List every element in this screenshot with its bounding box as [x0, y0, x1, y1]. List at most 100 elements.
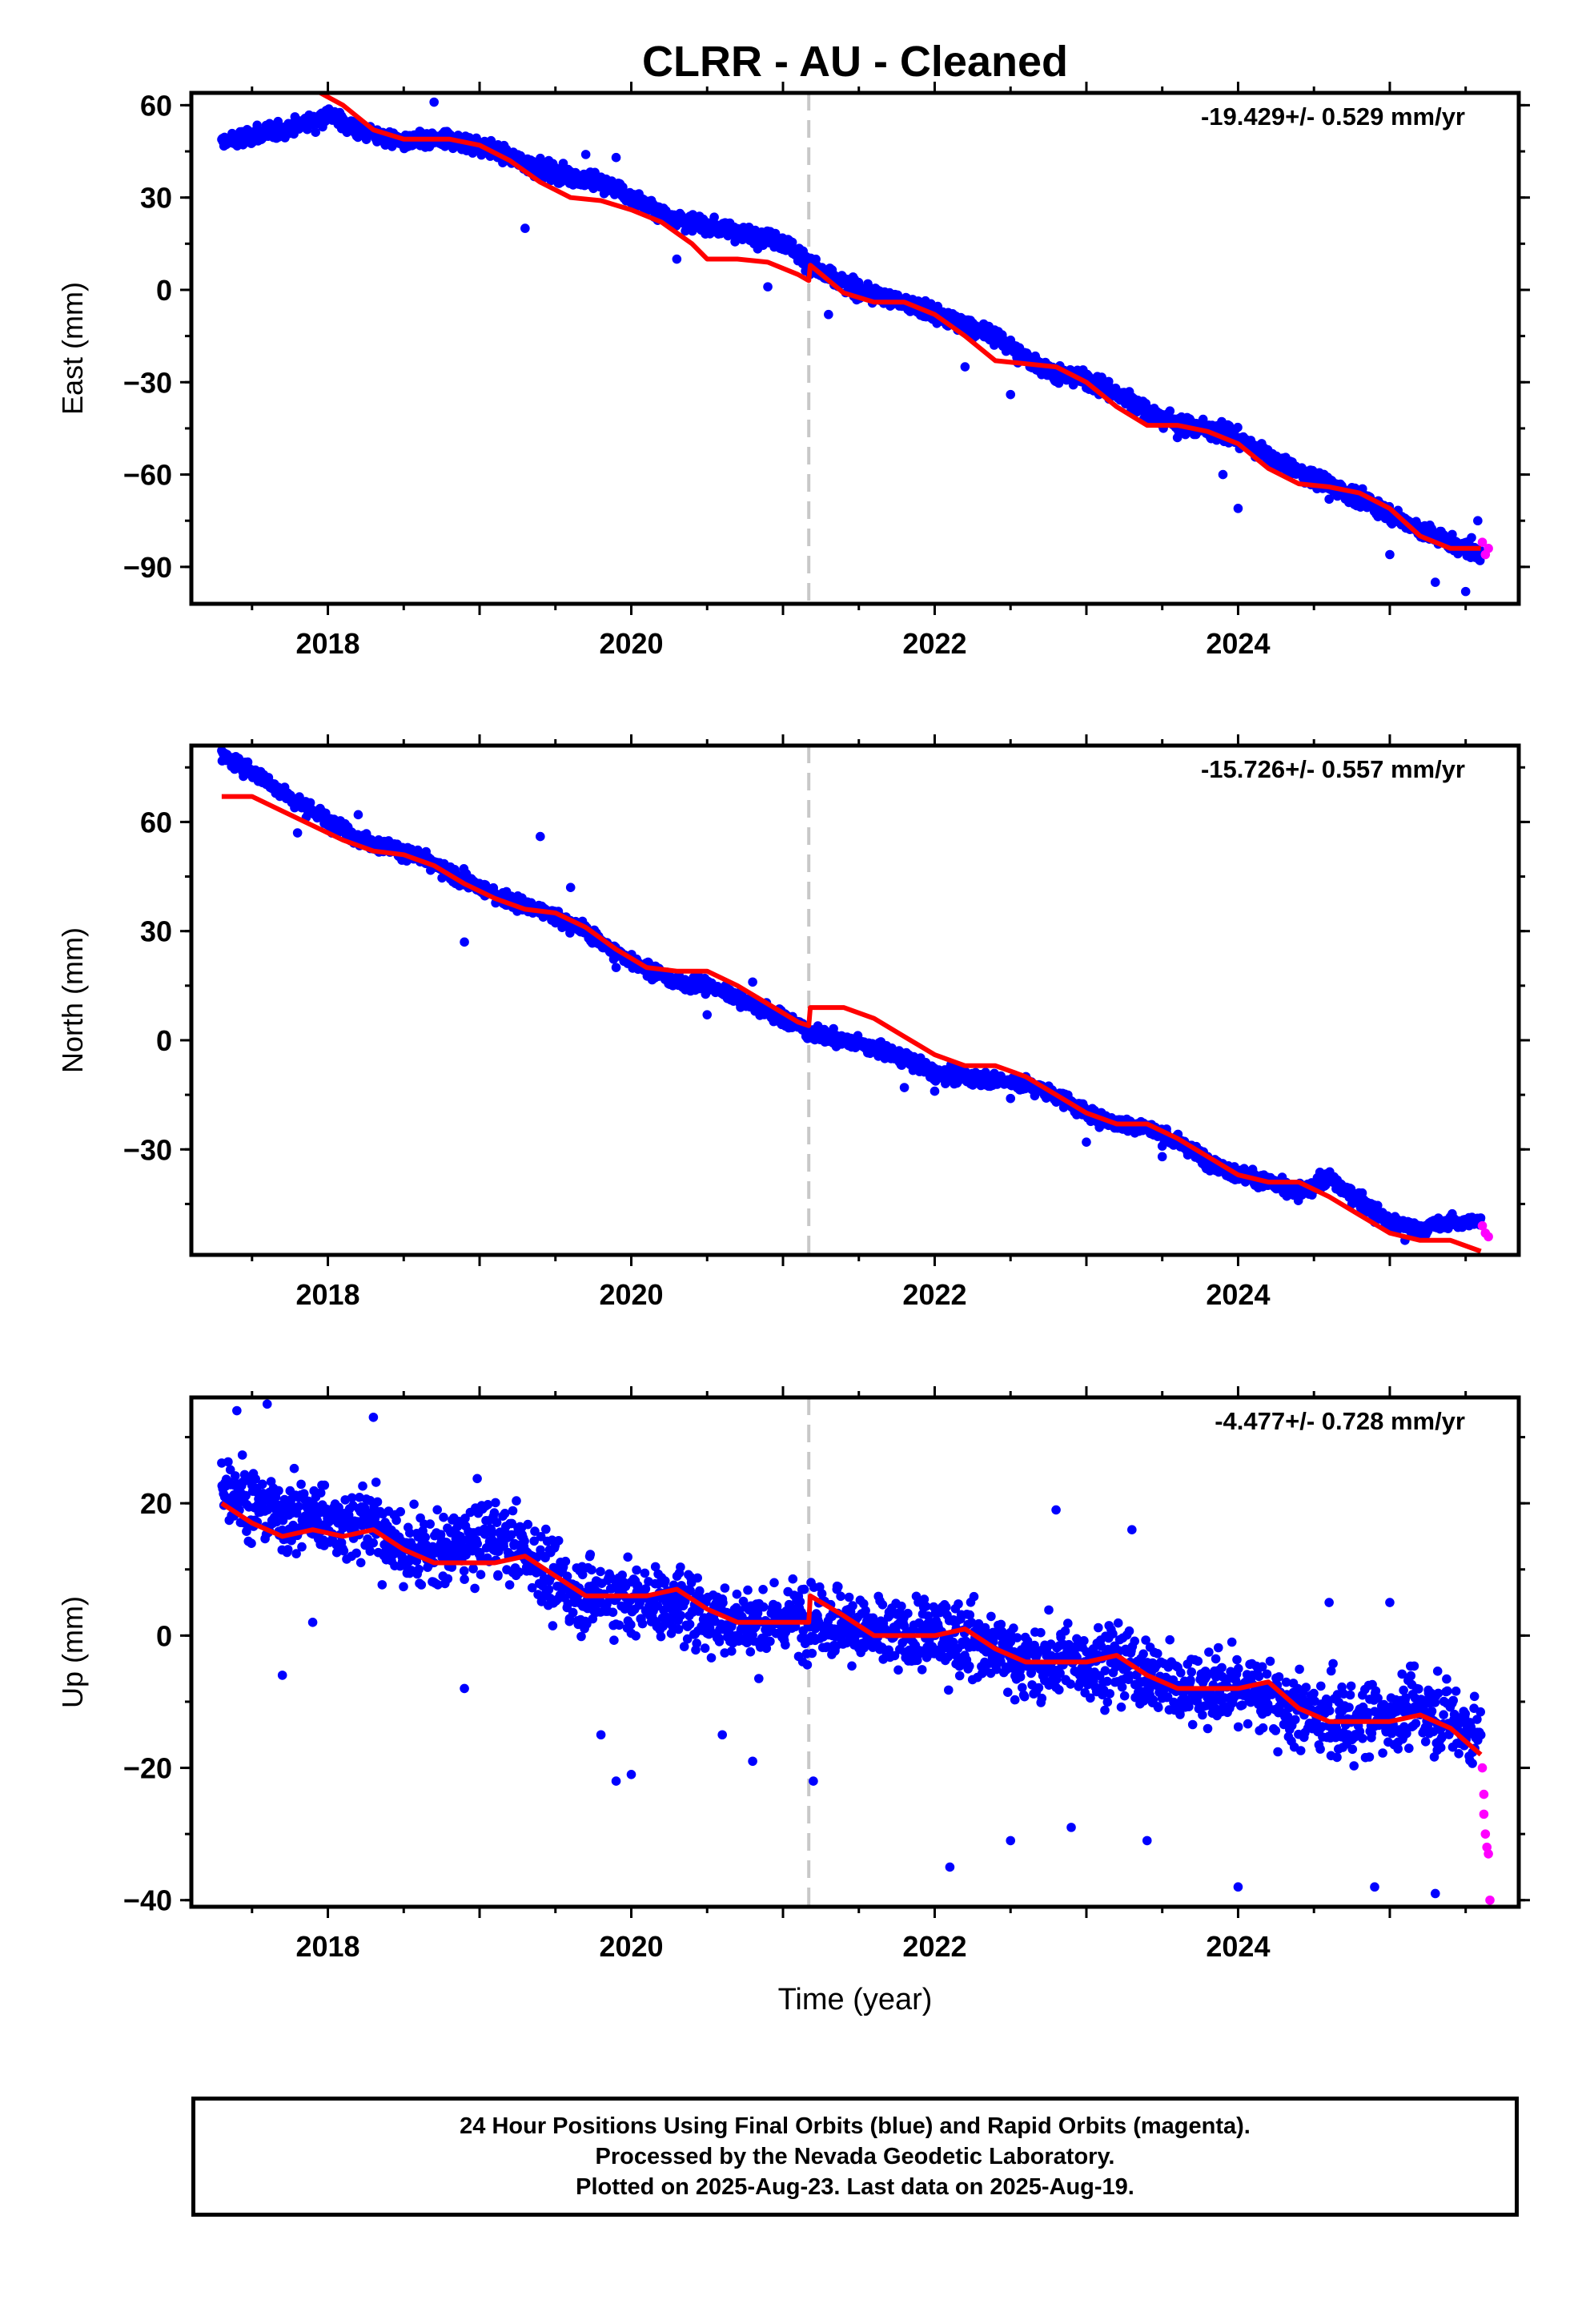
rapid-orbit-point [1484, 544, 1493, 553]
final-orbit-point [1233, 422, 1243, 432]
outlier-point [960, 362, 970, 372]
outlier-point [1218, 469, 1228, 480]
outlier-point [1385, 549, 1395, 560]
plot-frame [189, 743, 1521, 1257]
rapid-orbit-point [1484, 1232, 1493, 1242]
y-tick-label: 30 [140, 915, 172, 948]
x-tick-label: 2018 [295, 1278, 359, 1311]
x-tick-label: 2018 [295, 627, 359, 660]
outlier-point [1233, 504, 1243, 513]
final-orbit-point [296, 1479, 306, 1490]
rate-annotation: -15.726+/- 0.557 mm/yr [1201, 755, 1465, 783]
outlier-point [611, 963, 621, 972]
points-up [217, 1399, 1495, 1905]
chart-title: CLRR - AU - Cleaned [642, 38, 1068, 86]
rapid-orbit-point [1477, 1220, 1488, 1231]
y-axis-label: East (mm) [56, 282, 89, 415]
outlier-point [930, 1086, 940, 1096]
final-orbit-point [391, 1515, 401, 1526]
model-line [319, 93, 1481, 551]
x-tick-label: 2020 [599, 627, 663, 660]
final-orbit-point [297, 1542, 307, 1552]
final-orbit-point [355, 1558, 366, 1568]
final-orbit-point [289, 1463, 299, 1474]
outlier-point [565, 883, 576, 892]
y-tick-label: 0 [156, 274, 172, 307]
y-tick-label: 60 [140, 806, 172, 838]
outlier-point [1006, 1093, 1016, 1104]
y-tick-label: 30 [140, 182, 172, 215]
outlier-point [429, 97, 439, 107]
final-orbit-point [283, 1545, 293, 1554]
outlier-point [869, 1046, 879, 1056]
model-line [221, 794, 1482, 1254]
x-tick-label: 2022 [902, 1278, 966, 1311]
final-orbit-point [709, 212, 719, 223]
points-north [217, 746, 1493, 1254]
y-tick-label: −30 [123, 366, 172, 399]
final-orbit-point [1104, 376, 1114, 387]
final-orbit-point [223, 1457, 233, 1467]
final-orbit-point [787, 237, 797, 247]
final-orbit-point [432, 1505, 442, 1515]
x-tick-label: 2020 [599, 1278, 663, 1311]
outlier-point [1157, 1152, 1167, 1162]
final-orbit-point [358, 1481, 367, 1491]
final-orbit-point [1165, 406, 1175, 416]
final-orbit-point [409, 1499, 419, 1510]
final-orbit-point [274, 1486, 283, 1496]
final-orbit-point [368, 1538, 379, 1548]
final-orbit-point [414, 1564, 424, 1574]
outlier-point [899, 1083, 909, 1092]
final-orbit-point [258, 1479, 267, 1490]
final-orbit-point [1373, 1200, 1383, 1211]
y-tick-label: −60 [123, 459, 172, 492]
final-orbit-point [294, 1502, 303, 1512]
outlier-point [1460, 586, 1471, 597]
final-orbit-point [1475, 556, 1485, 565]
outlier-point [748, 977, 757, 987]
final-orbit-point [425, 1519, 435, 1529]
final-orbit-point [241, 1490, 251, 1501]
rapid-orbit-point [1477, 537, 1488, 547]
x-tick-label: 2024 [1206, 627, 1270, 660]
final-orbit-point [416, 1580, 427, 1590]
final-orbit-point [339, 1546, 349, 1556]
final-orbit-point [247, 1538, 256, 1548]
y-tick-label: −90 [123, 551, 172, 584]
x-tick-label: 2022 [902, 627, 966, 660]
outlier-point [1006, 389, 1016, 400]
x-tick-label: 2024 [1206, 1278, 1270, 1311]
final-orbit-point [372, 1497, 383, 1507]
final-orbit-point [396, 1506, 406, 1517]
points-east [217, 93, 1493, 597]
outlier-point [1324, 494, 1334, 505]
outlier-point [536, 831, 545, 842]
final-orbit-point [399, 1582, 408, 1592]
outlier-point [702, 1010, 713, 1019]
outlier-point [611, 152, 621, 163]
outlier-point [1172, 432, 1182, 443]
outlier-point [1473, 516, 1483, 526]
final-orbit-point [351, 1548, 362, 1558]
y-axis-label: North (mm) [56, 927, 89, 1073]
final-orbit-point [377, 1580, 387, 1590]
final-orbit-point [1447, 529, 1457, 540]
final-orbit-point [1467, 533, 1476, 543]
plot-frame [189, 90, 1521, 606]
final-orbit-point [1476, 1213, 1486, 1223]
final-orbit-point [311, 127, 321, 137]
outlier-point [1082, 1137, 1091, 1147]
outlier-point [460, 937, 469, 947]
y-tick-label: 0 [156, 1024, 172, 1057]
outlier-point [353, 810, 363, 820]
outlier-point [763, 282, 773, 292]
outlier-point [1430, 577, 1440, 587]
final-orbit-point [231, 1471, 240, 1481]
outlier-point [1279, 1188, 1289, 1198]
final-orbit-point [237, 1450, 247, 1460]
